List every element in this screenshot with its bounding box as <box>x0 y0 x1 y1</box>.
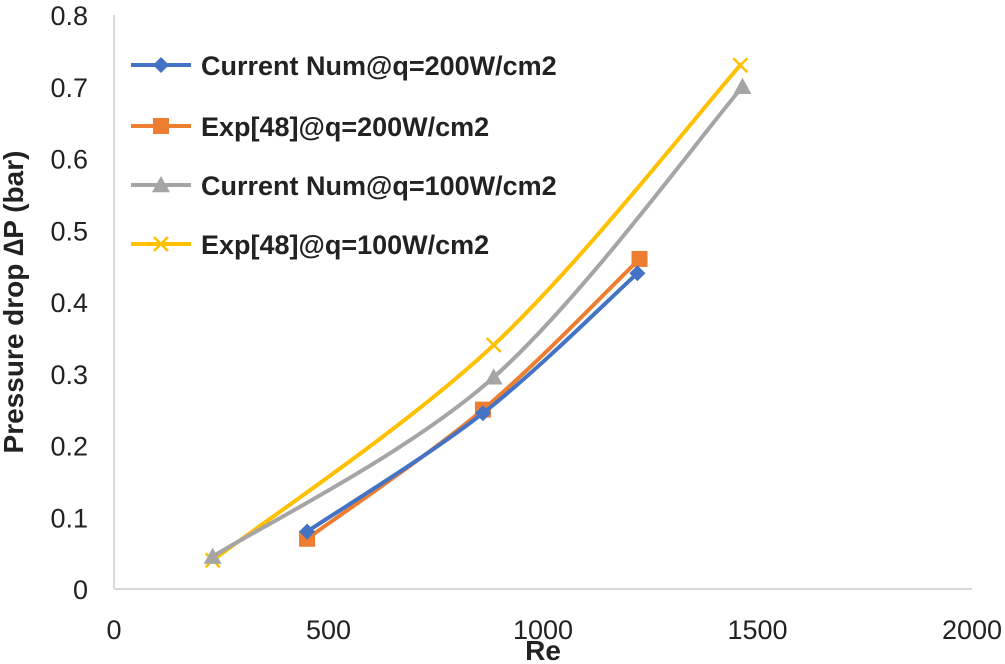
series-3 <box>203 77 752 564</box>
data-point <box>485 337 502 353</box>
y-tick-label: 0.2 <box>50 432 88 462</box>
x-tick-label: 1500 <box>727 615 787 645</box>
y-tick-label: 0.4 <box>50 288 88 318</box>
legend-item: Exp[48]@q=200W/cm2 <box>131 112 489 142</box>
legend-item: Current Num@q=200W/cm2 <box>131 51 557 81</box>
series-line <box>305 256 642 541</box>
x-tick-label: 500 <box>306 615 351 645</box>
legend-label: Current Num@q=200W/cm2 <box>201 51 557 81</box>
y-tick-label: 0.1 <box>50 503 88 533</box>
legend-marker <box>153 236 169 252</box>
legend-label: Exp[48]@q=200W/cm2 <box>201 112 489 142</box>
data-point <box>474 405 491 422</box>
y-tick-labels: 0 0.1 0.2 0.3 0.4 0.5 0.6 0.7 0.8 <box>50 1 88 605</box>
data-point <box>733 77 752 94</box>
y-axis-title: Pressure drop ∆P (bar) <box>0 151 29 454</box>
legend-marker <box>153 57 169 73</box>
data-point <box>732 57 749 74</box>
x-axis-title: Re <box>525 635 561 664</box>
y-tick-label: 0.3 <box>50 360 88 390</box>
data-point <box>631 250 648 267</box>
legend-label: Current Num@q=100W/cm2 <box>201 171 557 201</box>
series-layer <box>203 57 752 569</box>
y-tick-label: 0.7 <box>50 73 88 103</box>
legend: Current Num@q=200W/cm2 Exp[48]@q=200W/cm2… <box>131 51 557 260</box>
x-tick-label: 2000 <box>942 615 1002 645</box>
data-point <box>629 265 646 282</box>
legend-marker <box>153 118 169 134</box>
legend-marker <box>152 176 170 193</box>
series-1 <box>299 265 646 540</box>
legend-item: Exp[48]@q=100W/cm2 <box>131 230 489 260</box>
data-point <box>299 523 316 540</box>
legend-label: Exp[48]@q=100W/cm2 <box>201 230 489 260</box>
data-point <box>203 547 222 564</box>
x-tick-labels: 0 500 1000 1500 2000 <box>106 615 1002 645</box>
x-tick-label: 1000 <box>513 615 573 645</box>
data-point <box>484 368 503 385</box>
y-tick-label: 0 <box>73 575 88 605</box>
y-tick-label: 0.8 <box>50 1 88 31</box>
legend-item: Current Num@q=100W/cm2 <box>131 171 557 201</box>
y-tick-label: 0.5 <box>50 216 88 246</box>
x-tick-label: 0 <box>106 615 121 645</box>
y-tick-label: 0.6 <box>50 145 88 175</box>
